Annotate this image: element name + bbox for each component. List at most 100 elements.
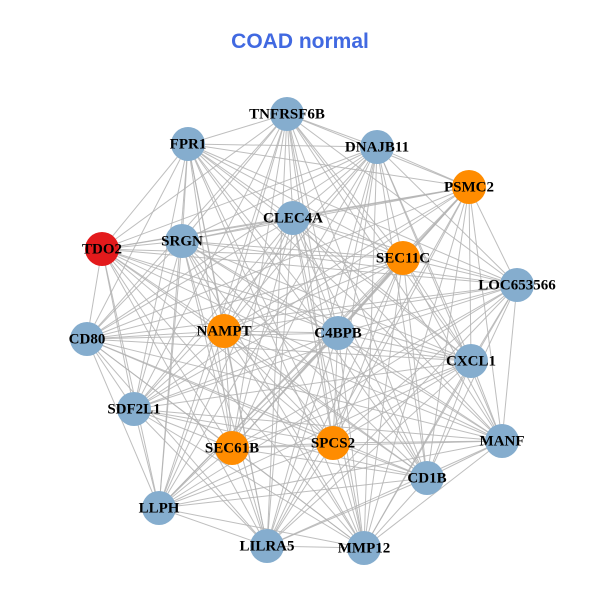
edge-FPR1-TDO2	[101, 143, 189, 250]
edge-SPCS2-LILRA5	[266, 442, 334, 547]
edge-SPCS2-MMP12	[332, 442, 365, 549]
edge-DNAJB11-CD80	[86, 146, 378, 340]
edge-DNAJB11-SRGN	[181, 146, 378, 242]
edge-LOC653566-LLPH	[158, 284, 518, 509]
edge-NAMPT-CD1B	[223, 330, 428, 479]
edge-C4BPB-CD1B	[337, 332, 428, 479]
edge-FPR1-LOC653566	[187, 143, 518, 286]
labels-layer: TNFRSF6B FPR1 DNAJB11 PSMC2 CLEC4A SRGN TDO2 SE…	[69, 106, 557, 556]
edge-CLEC4A-CD80	[86, 217, 294, 340]
node-label-CXCL1: CXCL1	[446, 353, 496, 369]
edge-CLEC4A-SRGN	[181, 217, 294, 242]
edge-CXCL1-SPCS2	[332, 360, 472, 444]
edge-PSMC2-LOC653566	[468, 186, 518, 286]
edge-SDF2L1-MANF	[133, 408, 503, 442]
node-label-SEC61B: SEC61B	[205, 440, 259, 456]
edge-SDF2L1-LILRA5	[133, 408, 268, 547]
edge-SRGN-C4BPB	[181, 240, 339, 334]
edge-SEC11C-CD1B	[402, 257, 428, 479]
node-label-NAMPT: NAMPT	[197, 323, 252, 339]
edge-TNFRSF6B-CXCL1	[286, 113, 472, 362]
edge-LOC653566-CD80	[86, 284, 518, 340]
edge-NAMPT-SEC61B	[223, 330, 233, 449]
edge-MANF-LILRA5	[266, 440, 503, 547]
edge-PSMC2-SPCS2	[332, 186, 470, 444]
node-label-SEC11C: SEC11C	[376, 250, 430, 266]
edge-DNAJB11-LOC653566	[376, 146, 518, 286]
edge-LLPH-MMP12	[158, 507, 365, 549]
edge-C4BPB-LILRA5	[266, 332, 339, 547]
edge-MANF-LLPH	[158, 440, 503, 509]
edge-LOC653566-SPCS2	[332, 284, 518, 444]
node-DNAJB11	[360, 130, 394, 164]
edge-LLPH-LILRA5	[158, 507, 268, 547]
edge-CLEC4A-MANF	[292, 217, 503, 442]
edge-SEC11C-LLPH	[158, 257, 404, 509]
edge-LOC653566-CD1B	[426, 284, 518, 479]
edge-SRGN-SPCS2	[181, 240, 334, 444]
node-CD80	[70, 322, 104, 356]
edge-SEC61B-MMP12	[231, 447, 365, 549]
edges-layer	[86, 113, 518, 549]
edge-SEC11C-CXCL1	[402, 257, 472, 362]
edge-TNFRSF6B-SRGN	[181, 113, 288, 242]
node-label-CLEC4A: CLEC4A	[263, 210, 323, 226]
edge-SRGN-LOC653566	[181, 240, 518, 286]
node-label-SPCS2: SPCS2	[311, 435, 355, 451]
edge-DNAJB11-TDO2	[101, 146, 378, 250]
edge-SPCS2-LLPH	[158, 442, 334, 509]
node-label-LILRA5: LILRA5	[239, 538, 294, 554]
node-TNFRSF6B	[270, 97, 304, 131]
edge-NAMPT-C4BPB	[223, 330, 339, 334]
edge-C4BPB-MANF	[337, 332, 503, 442]
edge-DNAJB11-C4BPB	[337, 146, 378, 334]
edge-TNFRSF6B-SEC61B	[231, 113, 288, 449]
edge-FPR1-C4BPB	[187, 143, 339, 334]
edge-PSMC2-CD80	[86, 186, 470, 340]
edge-DNAJB11-NAMPT	[223, 146, 378, 332]
node-PSMC2	[452, 170, 486, 204]
edge-SEC61B-LILRA5	[231, 447, 268, 547]
edge-MANF-MMP12	[363, 440, 503, 549]
node-label-DNAJB11: DNAJB11	[345, 139, 409, 155]
edge-DNAJB11-CLEC4A	[292, 146, 378, 219]
edge-NAMPT-SDF2L1	[133, 330, 225, 410]
node-label-LOC653566: LOC653566	[478, 277, 556, 293]
edge-SEC11C-MANF	[402, 257, 503, 442]
edge-TDO2-LLPH	[101, 248, 160, 509]
nodes-layer	[70, 97, 534, 565]
node-LILRA5	[250, 529, 284, 563]
edge-LOC653566-MANF	[501, 284, 518, 442]
node-SRGN	[165, 224, 199, 258]
node-CXCL1	[454, 344, 488, 378]
edge-DNAJB11-MANF	[376, 146, 503, 442]
edge-FPR1-MANF	[187, 143, 503, 442]
edge-CD80-CD1B	[86, 338, 428, 479]
node-CD1B	[410, 461, 444, 495]
edge-TDO2-NAMPT	[101, 248, 225, 332]
edge-TNFRSF6B-MANF	[286, 113, 503, 442]
edge-DNAJB11-MMP12	[363, 146, 378, 549]
edge-PSMC2-MANF	[468, 186, 503, 442]
edge-SEC61B-CD1B	[231, 447, 428, 479]
edge-SEC11C-LOC653566	[402, 257, 518, 286]
edge-C4BPB-LLPH	[158, 332, 339, 509]
edge-CD80-LLPH	[86, 338, 160, 509]
edge-C4BPB-CXCL1	[337, 332, 472, 362]
edge-FPR1-CLEC4A	[187, 143, 294, 219]
edge-NAMPT-CD80	[86, 330, 225, 340]
node-SPCS2	[316, 426, 350, 460]
edge-SRGN-LILRA5	[181, 240, 268, 547]
edge-CLEC4A-LILRA5	[266, 217, 294, 547]
edge-C4BPB-SDF2L1	[133, 332, 339, 410]
node-label-MANF: MANF	[480, 433, 525, 449]
edge-DNAJB11-LLPH	[158, 146, 378, 509]
edge-SEC11C-CD80	[86, 257, 404, 340]
edge-DNAJB11-SEC61B	[231, 146, 378, 449]
edge-MANF-SEC61B	[231, 440, 503, 449]
node-label-SRGN: SRGN	[161, 233, 203, 249]
edge-SDF2L1-CD1B	[133, 408, 428, 479]
edge-SDF2L1-LLPH	[133, 408, 160, 509]
edge-SDF2L1-MMP12	[133, 408, 365, 549]
